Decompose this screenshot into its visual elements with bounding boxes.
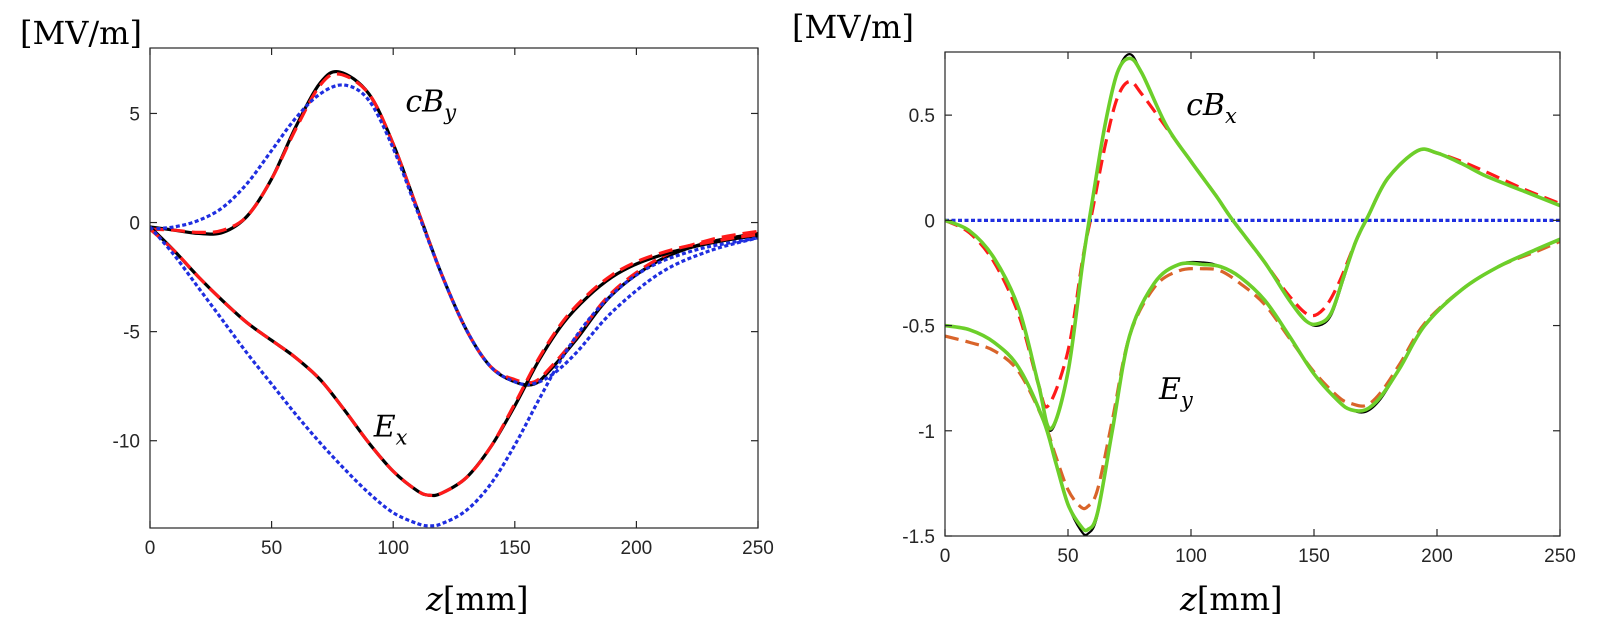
left-x-tick-label: 100 bbox=[377, 538, 409, 559]
right-x-tick-label: 150 bbox=[1298, 546, 1330, 567]
left-series-layer bbox=[150, 69, 758, 528]
left-y-tick-label: -10 bbox=[113, 432, 140, 453]
left-series-cBy-blue bbox=[150, 83, 758, 387]
right-series-Ey-green bbox=[945, 237, 1560, 533]
right-x-tick-label: 100 bbox=[1175, 546, 1207, 567]
right-y-tick-label: 0 bbox=[924, 211, 935, 232]
right-chart: [MV/m] 0 50 100 150 200 250 -1.5 -1 -0.5 0 0.5 cBx… bbox=[792, 8, 1576, 618]
right-unit-label: [MV/m] bbox=[792, 8, 914, 46]
left-x-tick-label: 150 bbox=[499, 538, 531, 559]
right-y-tick-label: 0.5 bbox=[909, 106, 935, 127]
left-series-Ex-blue bbox=[150, 225, 758, 528]
left-x-tick-label: 0 bbox=[145, 538, 156, 559]
right-curve-label-cbx: cBx bbox=[1186, 88, 1237, 128]
left-series-Ex-red bbox=[150, 227, 758, 498]
right-x-tick-label: 250 bbox=[1544, 546, 1576, 567]
right-y-tick-label: -0.5 bbox=[902, 317, 935, 338]
left-series-Ex-reference bbox=[150, 225, 758, 498]
right-x-tick-label: 50 bbox=[1057, 546, 1078, 567]
right-curve-label-ey: Ey bbox=[1158, 372, 1194, 412]
right-axes-frame bbox=[944, 51, 1561, 537]
right-series-layer bbox=[945, 53, 1560, 536]
left-x-tick-label: 250 bbox=[742, 538, 774, 559]
left-y-tick-label: 0 bbox=[129, 214, 140, 235]
left-curve-label-ex: Ex bbox=[373, 409, 408, 449]
right-series-cBx-green bbox=[945, 56, 1560, 431]
left-y-tick-label: -5 bbox=[123, 323, 140, 344]
left-x-axis-label: z[mm] bbox=[425, 580, 529, 618]
left-x-tick-label: 200 bbox=[621, 538, 653, 559]
left-chart: [MV/m] 0 50 100 150 200 250 -10 -5 0 5 cBy Ex z[mm… bbox=[20, 14, 774, 618]
left-annotations: cBy Ex bbox=[373, 84, 457, 449]
left-series-cBy-red bbox=[150, 72, 758, 385]
right-x-tick-label: 200 bbox=[1421, 546, 1453, 567]
left-axes-frame bbox=[149, 47, 759, 529]
right-y-tick-label: -1 bbox=[918, 422, 935, 443]
right-x-axis-label: z[mm] bbox=[1179, 580, 1283, 618]
left-unit-label: [MV/m] bbox=[20, 14, 142, 52]
left-x-tick-label: 50 bbox=[261, 538, 282, 559]
right-x-tick-label: 0 bbox=[940, 546, 951, 567]
left-y-tick-label: 5 bbox=[129, 104, 140, 125]
right-y-tick-label: -1.5 bbox=[902, 527, 935, 548]
right-ticks: 0 50 100 150 200 250 -1.5 -1 -0.5 0 0.5 bbox=[902, 52, 1576, 567]
left-ticks: 0 50 100 150 200 250 -10 -5 0 5 bbox=[113, 48, 774, 559]
right-annotations: cBx Ey bbox=[1158, 88, 1237, 412]
left-curve-label-cby: cBy bbox=[405, 84, 457, 124]
